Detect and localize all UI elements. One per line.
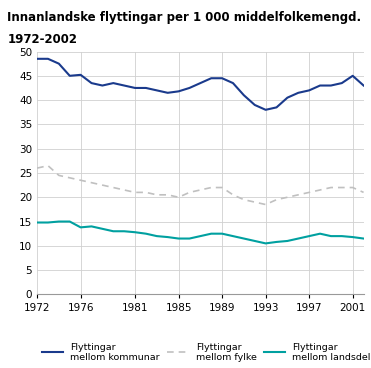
Text: 1972-2002: 1972-2002 <box>7 33 78 46</box>
Legend: Flyttingar
mellom kommunar, Flyttingar
mellom fylke, Flyttingar
mellom landsdela: Flyttingar mellom kommunar, Flyttingar m… <box>42 343 371 362</box>
Text: Innanlandske flyttingar per 1 000 middelfolkemengd.: Innanlandske flyttingar per 1 000 middel… <box>7 11 362 24</box>
